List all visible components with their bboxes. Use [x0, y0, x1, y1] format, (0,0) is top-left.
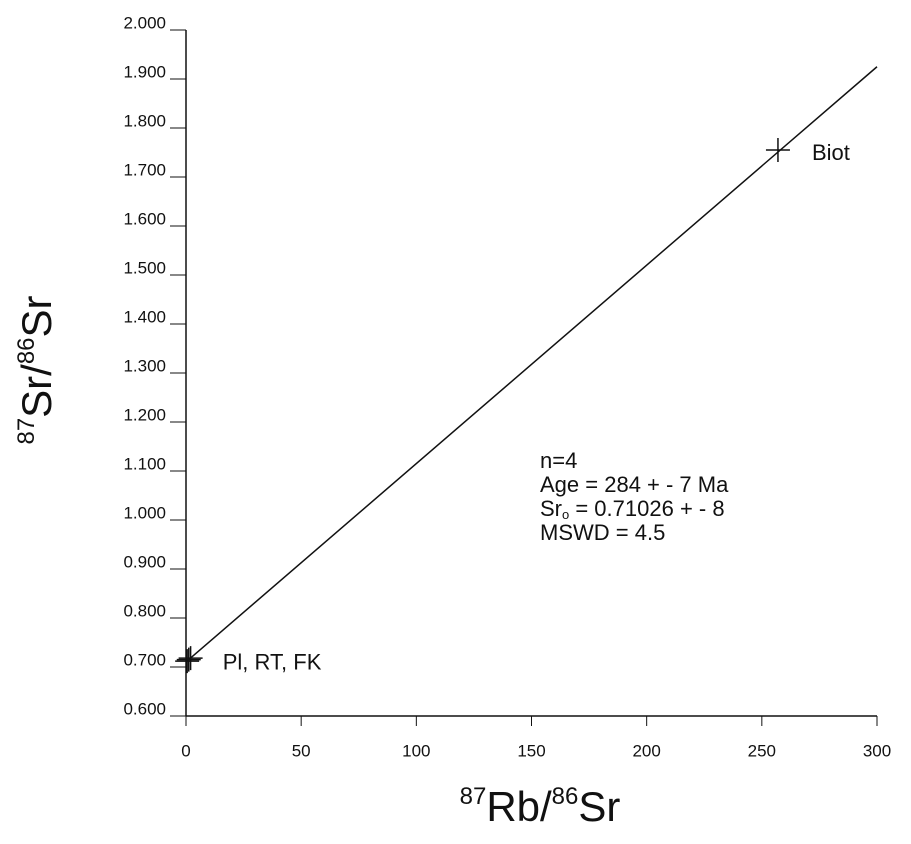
x-tick-label: 50: [292, 741, 311, 760]
fit-line: [185, 66, 878, 663]
point-label: Biot: [812, 140, 850, 165]
annotation-part: Sr: [540, 496, 562, 521]
y-title-part: Sr: [13, 295, 60, 337]
annotation-line: MSWD = 4.5: [540, 520, 665, 545]
y-title-mass: 87: [13, 418, 40, 445]
point-label: Pl, RT, FK: [223, 649, 322, 674]
x-axis-title: 87Rb/86Sr: [460, 783, 621, 830]
annotation: n=4 Age = 284 + - 7 Ma Sro = 0.71026 + -…: [540, 448, 729, 545]
y-title-part: Sr/: [13, 364, 60, 418]
y-title-mass: 86: [13, 337, 40, 364]
y-tick-label: 2.000: [123, 13, 166, 32]
data-point: [176, 647, 201, 672]
y-tick-label: 1.500: [123, 258, 166, 277]
x-tick-label: 300: [863, 741, 891, 760]
x-tick-label: 150: [517, 741, 545, 760]
annotation-sub: o: [562, 507, 569, 522]
data-point: [178, 646, 203, 671]
data-point: [175, 649, 200, 674]
annotation-line: n=4: [540, 448, 577, 473]
x-tick-label: 0: [181, 741, 190, 760]
y-tick-label: 1.200: [123, 405, 166, 424]
y-tick-label: 0.600: [123, 699, 166, 718]
annotation-line: Age = 284 + - 7 Ma: [540, 472, 729, 497]
y-tick-label: 1.700: [123, 160, 166, 179]
y-tick-label: 1.100: [123, 454, 166, 473]
y-tick-label: 1.900: [123, 62, 166, 81]
x-tick-label: 250: [748, 741, 776, 760]
y-tick-label: 1.000: [123, 503, 166, 522]
annotation-part: = 0.71026 + - 8: [569, 496, 724, 521]
y-tick-label: 0.700: [123, 650, 166, 669]
x-tick-label: 200: [632, 741, 660, 760]
y-tick-label: 1.600: [123, 209, 166, 228]
y-tick-label: 1.300: [123, 356, 166, 375]
x-title-part: Rb/: [486, 783, 552, 830]
x-title-mass: 86: [552, 783, 579, 810]
x-title-part: Sr: [578, 783, 620, 830]
y-tick-label: 1.400: [123, 307, 166, 326]
x-tick-label: 100: [402, 741, 430, 760]
annotation-line: Sro = 0.71026 + - 8: [540, 496, 725, 523]
data-point: [765, 138, 790, 163]
y-tick-label: 0.800: [123, 601, 166, 620]
y-tick-label: 1.800: [123, 111, 166, 130]
y-axis-title: 87Sr/86Sr: [13, 295, 60, 444]
x-title-mass: 87: [460, 783, 487, 810]
y-tick-label: 0.900: [123, 552, 166, 571]
